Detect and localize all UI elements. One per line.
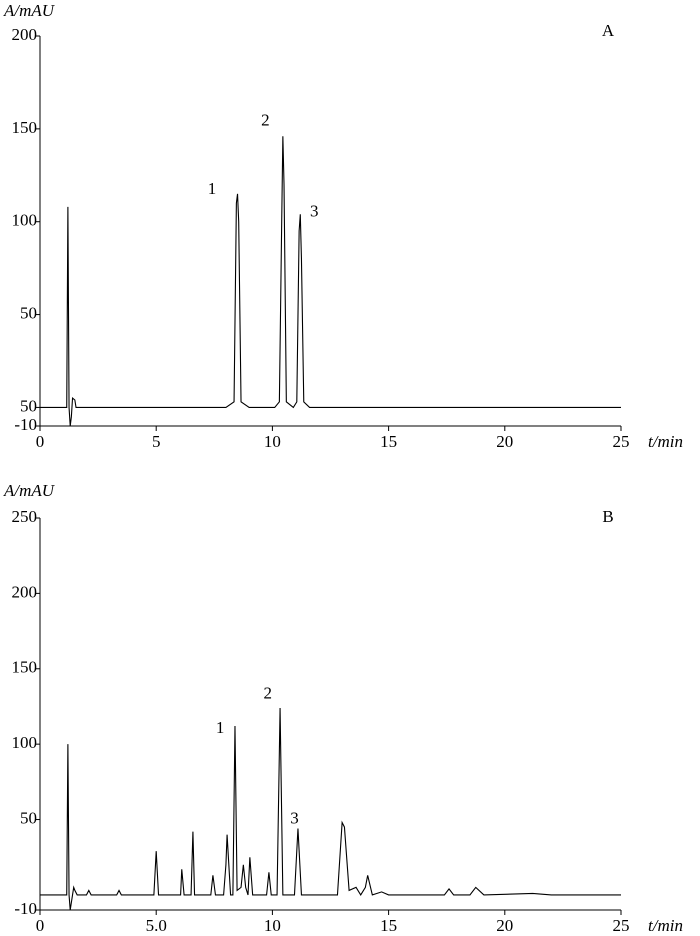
- x-tick-label: 25: [613, 916, 630, 935]
- y-tick-label: 50: [20, 396, 37, 415]
- y-tick-label: 150: [12, 118, 38, 137]
- y-tick-label: 100: [12, 211, 38, 230]
- y-tick-label: 50: [20, 808, 37, 827]
- peak-label: 3: [310, 201, 319, 220]
- x-tick-label: 0: [36, 916, 45, 935]
- x-tick-label: 20: [496, 432, 513, 451]
- y-tick-label: 150: [12, 658, 38, 677]
- y-tick-label: -10: [14, 415, 37, 434]
- peak-label: 3: [290, 808, 299, 827]
- y-tick-label: 200: [12, 25, 38, 44]
- x-tick-label: 15: [380, 916, 397, 935]
- panel-label: B: [602, 507, 613, 526]
- y-tick-label: 250: [12, 507, 38, 526]
- x-tick-label: 5.0: [146, 916, 167, 935]
- y-tick-label: -10: [14, 899, 37, 918]
- x-axis-label: t/min: [648, 916, 683, 935]
- peak-label: 1: [216, 718, 225, 737]
- panel-label: A: [602, 21, 615, 40]
- chromatogram-line: [40, 136, 621, 427]
- peak-label: 1: [208, 179, 217, 198]
- peak-label: 2: [264, 683, 273, 702]
- y-tick-label: 50: [20, 303, 37, 322]
- peak-label: 2: [261, 110, 270, 129]
- x-tick-label: 15: [380, 432, 397, 451]
- x-tick-label: 0: [36, 432, 45, 451]
- x-tick-label: 5: [152, 432, 161, 451]
- x-tick-label: 25: [613, 432, 630, 451]
- x-axis-label: t/min: [648, 432, 683, 451]
- chromatogram-line: [40, 707, 621, 911]
- y-tick-label: 200: [12, 582, 38, 601]
- x-tick-label: 10: [264, 432, 281, 451]
- x-tick-label: 10: [264, 916, 281, 935]
- y-axis-label: A/mAU: [3, 1, 56, 20]
- y-tick-label: 100: [12, 733, 38, 752]
- y-axis-label: A/mAU: [3, 481, 56, 500]
- x-tick-label: 20: [496, 916, 513, 935]
